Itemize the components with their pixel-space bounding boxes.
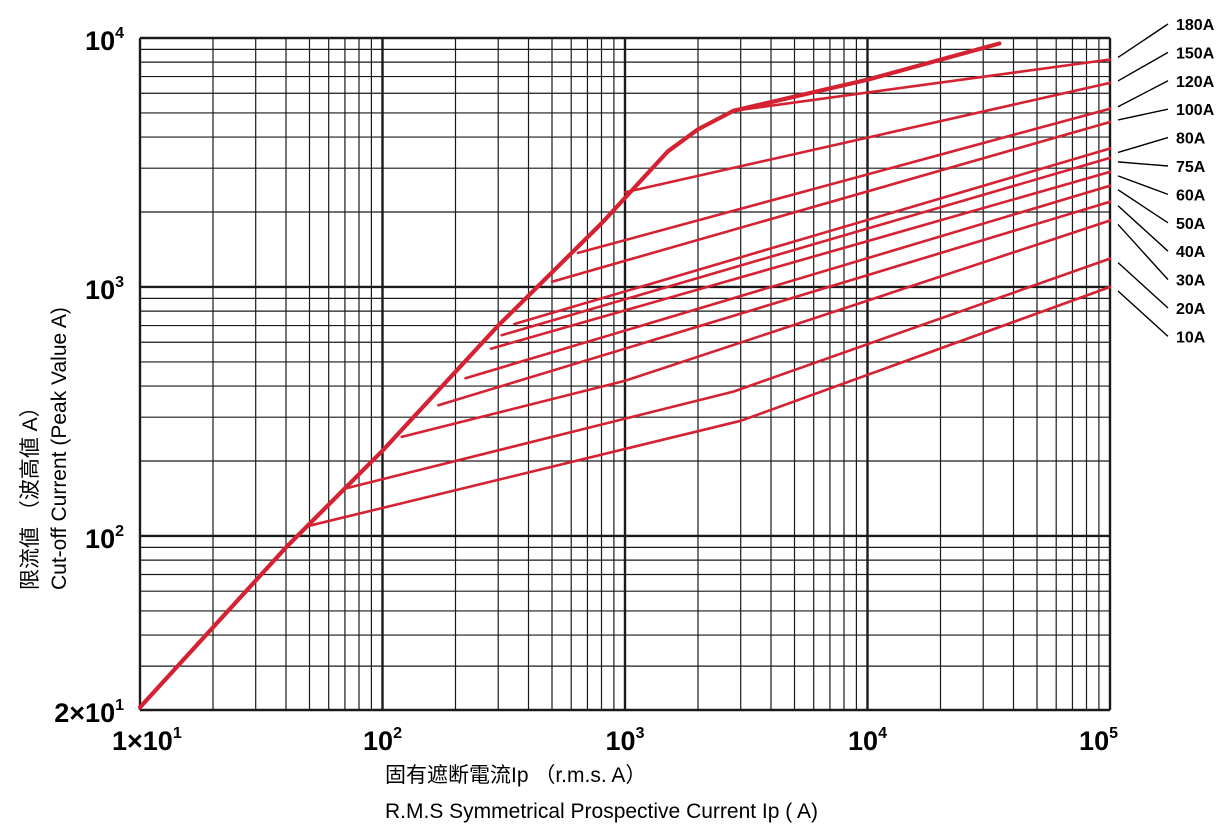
legend-leader-150a (1117, 51, 1169, 82)
y-axis-title-en: Cut-off Current (Peak Value A) (48, 307, 71, 590)
x-tick-label: 105 (1079, 725, 1118, 756)
x-axis-title-en: R.M.S Symmetrical Prospective Current Ip… (385, 800, 818, 823)
y-tick-label: 104 (85, 25, 124, 56)
series-line-60a (489, 170, 1112, 351)
series-line-10a (308, 285, 1112, 528)
legend-label-180a: 180A (1176, 17, 1215, 34)
legend-label-100a: 100A (1176, 102, 1215, 119)
envelope-line (137, 41, 1002, 710)
series-layer (137, 41, 1112, 710)
legend-label-40a: 40A (1176, 244, 1206, 261)
series-line-180a (732, 58, 1112, 113)
legend-label-10a: 10A (1176, 329, 1206, 346)
legend-leader-layer (1117, 23, 1169, 337)
series-line-30a (400, 219, 1112, 439)
x-axis-title-jp: 固有遮断電流Ip （r.m.s. A） (385, 764, 646, 787)
series-line-120a (576, 107, 1112, 255)
legend-leader-30a (1117, 223, 1169, 281)
legend-label-120a: 120A (1176, 74, 1215, 91)
series-line-75a (500, 156, 1112, 337)
series-line-80a (513, 147, 1112, 326)
series-line-40a (437, 200, 1112, 407)
legend-label-20a: 20A (1176, 301, 1206, 318)
legend-leader-50a (1117, 189, 1169, 224)
legend-leader-20a (1117, 262, 1169, 309)
series-line-100a (550, 120, 1112, 284)
y-axis-title-jp: 限流値 （波高値 A） (19, 396, 42, 590)
legend-leader-10a (1117, 290, 1169, 337)
series-line-20a (343, 257, 1112, 490)
x-tick-label: 104 (848, 725, 887, 756)
legend-leader-120a (1117, 80, 1169, 108)
y-tick-label: 103 (85, 274, 124, 305)
legend-leader-60a (1117, 175, 1169, 196)
label-layer: 180A 150A 120A 100A 80A 75A 60A 50A 40A 30A 20A 10A… (54, 17, 1214, 756)
x-tick-label: 1×101 (112, 725, 182, 756)
legend-label-75a: 75A (1176, 159, 1206, 176)
series-line-150a (623, 81, 1112, 194)
legend-label-30a: 30A (1176, 273, 1206, 290)
y-tick-label: 102 (85, 523, 124, 554)
legend-leader-180a (1117, 23, 1169, 59)
legend-label-150a: 150A (1176, 45, 1215, 62)
x-tick-label: 102 (363, 725, 402, 756)
legend-label-80a: 80A (1176, 131, 1206, 148)
legend-leader-80a (1117, 136, 1169, 154)
legend-label-60a: 60A (1176, 187, 1206, 204)
y-tick-label: 2×101 (54, 697, 124, 728)
series-line-50a (464, 184, 1112, 380)
legend-leader-75a (1117, 161, 1169, 167)
legend-leader-100a (1117, 108, 1169, 121)
legend-label-50a: 50A (1176, 216, 1206, 233)
legend-leader-40a (1117, 205, 1169, 252)
x-tick-label: 103 (606, 725, 645, 756)
grid-layer (138, 36, 1112, 712)
